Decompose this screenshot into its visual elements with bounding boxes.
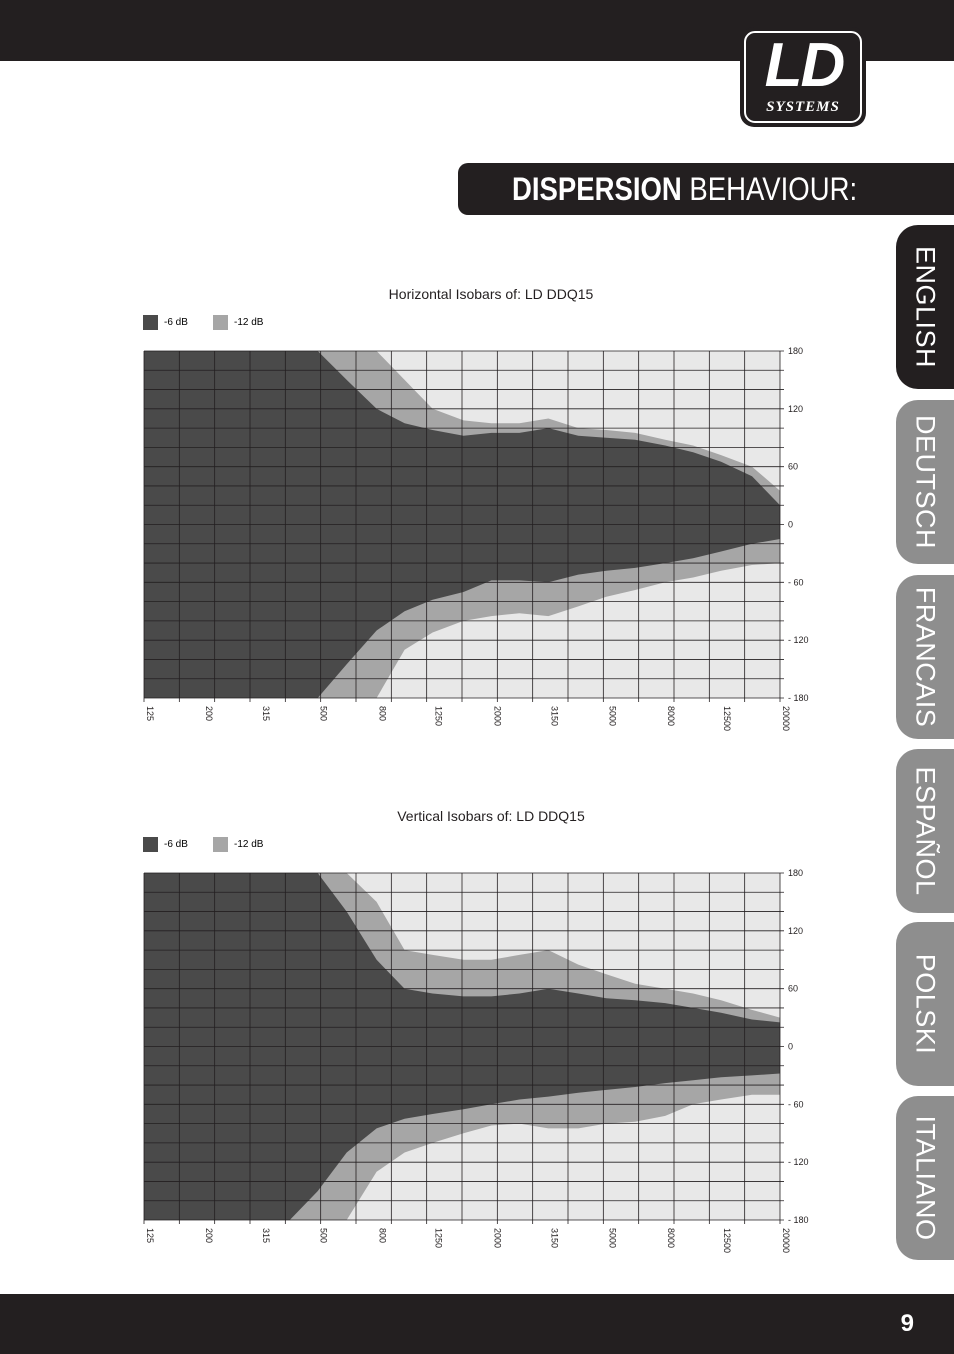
y-tick-label: 0 <box>788 1042 793 1052</box>
horizontal-isobars-chart: Horizontal Isobars of: LD DDQ15 -6 dB -12 … <box>0 270 860 740</box>
x-tick-label: 20000 <box>781 1228 791 1253</box>
y-tick-label: 0 <box>788 520 793 530</box>
x-tick-label: 800 <box>378 706 388 721</box>
y-tick-label: - 60 <box>788 577 804 587</box>
language-tab-label: FRANCAIS <box>910 586 941 728</box>
legend-swatch <box>143 837 158 852</box>
x-tick-label: 12500 <box>722 1228 732 1253</box>
language-tab-2[interactable]: FRANCAIS <box>896 575 954 739</box>
legend-swatch <box>143 315 158 330</box>
x-tick-label: 3150 <box>549 1228 559 1248</box>
y-tick-label: 120 <box>788 404 803 414</box>
y-tick-label: - 120 <box>788 1157 809 1167</box>
language-tab-5[interactable]: ITALIANO <box>896 1096 954 1260</box>
x-tick-label: 8000 <box>666 1228 676 1248</box>
language-tab-label: ESPAÑOL <box>910 766 941 896</box>
language-tab-0[interactable]: ENGLISH <box>896 225 954 389</box>
ld-systems-logo: LD SYSTEMS <box>740 27 866 127</box>
x-tick-label: 315 <box>261 706 271 721</box>
chart-title: Vertical Isobars of: LD DDQ15 <box>397 808 585 824</box>
language-tab-label: DEUTSCH <box>910 414 941 550</box>
page-title: DISPERSION BEHAVIOUR: <box>512 169 857 209</box>
logo-frame: LD SYSTEMS <box>744 31 862 123</box>
x-tick-label: 2000 <box>492 1228 502 1248</box>
y-tick-label: - 120 <box>788 635 809 645</box>
x-tick-label: 200 <box>204 1228 214 1243</box>
y-tick-label: 180 <box>788 346 803 356</box>
legend-swatch <box>213 837 228 852</box>
x-tick-label: 12500 <box>722 706 732 731</box>
x-tick-label: 500 <box>319 706 329 721</box>
x-tick-label: 1250 <box>434 1228 444 1248</box>
legend-label: -6 dB <box>164 317 188 328</box>
language-tab-4[interactable]: POLSKI <box>896 922 954 1086</box>
legend-label: -6 dB <box>164 839 188 850</box>
y-tick-label: 60 <box>788 462 798 472</box>
page-title-bold: DISPERSION <box>512 171 682 207</box>
y-tick-label: - 180 <box>788 1215 809 1225</box>
logo-main-text: LD <box>764 31 846 100</box>
language-tab-label: POLSKI <box>910 953 941 1055</box>
x-tick-label: 800 <box>378 1228 388 1243</box>
x-tick-label: 125 <box>145 706 155 721</box>
language-tab-3[interactable]: ESPAÑOL <box>896 749 954 913</box>
y-tick-label: - 60 <box>788 1099 804 1109</box>
x-tick-label: 1250 <box>434 706 444 726</box>
x-tick-label: 200 <box>204 706 214 721</box>
vertical-isobars-chart: Vertical Isobars of: LD DDQ15 -6 dB -12 dB… <box>0 792 860 1262</box>
page-title-light: BEHAVIOUR: <box>689 171 858 207</box>
bottom-bar <box>0 1294 954 1354</box>
x-tick-label: 8000 <box>666 706 676 726</box>
x-tick-label: 125 <box>145 1228 155 1243</box>
y-tick-label: 60 <box>788 984 798 994</box>
x-tick-label: 500 <box>319 1228 329 1243</box>
y-tick-label: 120 <box>788 926 803 936</box>
x-tick-label: 5000 <box>607 1228 617 1248</box>
legend-label: -12 dB <box>234 317 264 328</box>
legend-label: -12 dB <box>234 839 264 850</box>
language-tab-label: ENGLISH <box>910 245 941 369</box>
chart-title: Horizontal Isobars of: LD DDQ15 <box>388 286 594 302</box>
logo-sub-text: SYSTEMS <box>766 99 840 115</box>
y-tick-label: 180 <box>788 868 803 878</box>
language-tab-1[interactable]: DEUTSCH <box>896 400 954 564</box>
x-tick-label: 5000 <box>607 706 617 726</box>
page-number: 9 <box>900 1310 914 1337</box>
page-title-banner: DISPERSION BEHAVIOUR: <box>458 163 954 215</box>
legend-swatch <box>213 315 228 330</box>
y-tick-label: - 180 <box>788 693 809 703</box>
x-tick-label: 315 <box>261 1228 271 1243</box>
isobar-plot: 125 200 315 500 800 1250 2000 3150 5000 8000 12500… <box>143 346 809 731</box>
x-tick-label: 3150 <box>549 706 559 726</box>
x-tick-label: 20000 <box>781 706 791 731</box>
isobar-plot: 125 200 315 500 800 1250 2000 3150 5000 8000 12500… <box>143 868 809 1253</box>
x-tick-label: 2000 <box>492 706 502 726</box>
language-tab-label: ITALIANO <box>910 1115 941 1241</box>
